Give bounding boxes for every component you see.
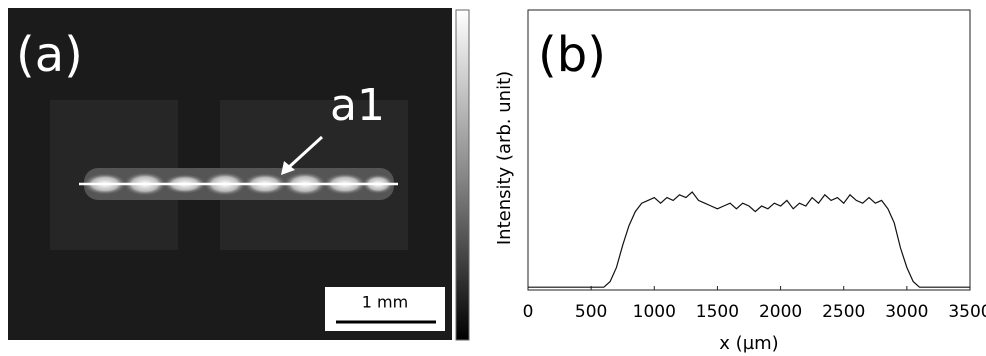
scale-bar-label: 1 mm [362,293,408,312]
x-tick-label: 0 [523,302,534,322]
panel-label: (a) [16,27,83,83]
panel-a: (a) a1 1 mm [8,8,470,341]
x-tick-label: 1500 [696,302,739,322]
colorbar [455,9,470,341]
scale-bar-box [325,287,445,331]
y-axis-label: Intensity (arb. unit) [494,71,515,245]
x-tick-label: 3000 [885,302,928,322]
x-tick-label: 500 [575,302,607,322]
arrow [286,135,324,170]
arrow-head [281,161,295,175]
annotation: a1 [330,80,385,131]
plot-frame [527,9,971,291]
x-tick-label: 2000 [759,302,802,322]
x-tick-label: 2500 [822,302,865,322]
x-tick-label: 3500 [948,302,986,322]
x-tick-label: 1000 [633,302,676,322]
data-line [528,191,970,288]
x-axis-label: x (µm) [719,333,778,354]
panel-label: (b) [538,27,606,83]
